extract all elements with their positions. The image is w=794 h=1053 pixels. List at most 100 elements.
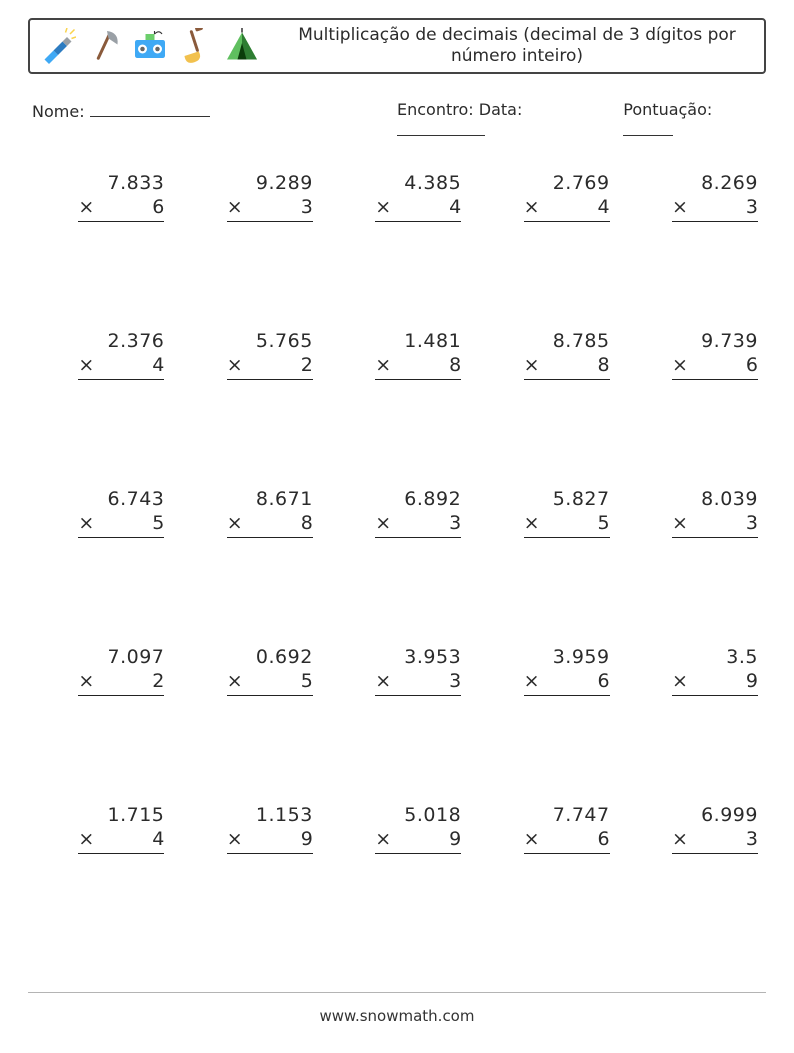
multiplicand: 7.833 xyxy=(78,172,164,194)
multiplier: 4 xyxy=(150,354,164,376)
problem-cell: 8.269×3 xyxy=(626,166,762,324)
multiplicand: 0.692 xyxy=(227,646,313,668)
multiplication-problem: 5.827×5 xyxy=(520,488,614,540)
problem-cell: 5.765×2 xyxy=(180,324,316,482)
problem-cell: 2.769×4 xyxy=(477,166,613,324)
multiplicand: 5.827 xyxy=(524,488,610,510)
multiplier-row: ×3 xyxy=(672,828,758,854)
multiplier: 2 xyxy=(150,670,164,692)
multiplier-row: ×6 xyxy=(672,354,758,380)
header-icon-row xyxy=(30,20,270,72)
multiplier-row: ×8 xyxy=(524,354,610,380)
meta-score: Pontuação: xyxy=(623,100,762,140)
problem-cell: 7.097×2 xyxy=(32,640,168,798)
multiplier: 8 xyxy=(596,354,610,376)
problem-cell: 3.5×9 xyxy=(626,640,762,798)
flashlight-icon xyxy=(40,28,76,64)
problem-cell: 8.785×8 xyxy=(477,324,613,482)
operator: × xyxy=(227,828,247,850)
multiplicand: 9.739 xyxy=(672,330,758,352)
multiplier: 4 xyxy=(150,828,164,850)
multiplicand: 7.097 xyxy=(78,646,164,668)
operator: × xyxy=(375,828,395,850)
multiplication-problem: 3.5×9 xyxy=(668,646,762,698)
multiplicand: 6.999 xyxy=(672,804,758,826)
multiplier: 6 xyxy=(744,354,758,376)
multiplier-row: ×5 xyxy=(524,512,610,538)
operator: × xyxy=(227,670,247,692)
multiplicand: 6.892 xyxy=(375,488,461,510)
multiplier: 5 xyxy=(596,512,610,534)
multiplication-problem: 6.892×3 xyxy=(371,488,465,540)
operator: × xyxy=(375,354,395,376)
problem-cell: 3.959×6 xyxy=(477,640,613,798)
problem-cell: 9.289×3 xyxy=(180,166,316,324)
multiplier: 9 xyxy=(447,828,461,850)
name-blank[interactable] xyxy=(90,100,210,117)
problem-cell: 5.018×9 xyxy=(329,798,465,956)
operator: × xyxy=(227,354,247,376)
multiplier-row: ×9 xyxy=(227,828,313,854)
operator: × xyxy=(78,512,98,534)
shovel-icon xyxy=(178,28,214,64)
boombox-icon xyxy=(132,28,168,64)
multiplier: 3 xyxy=(744,512,758,534)
multiplication-problem: 5.765×2 xyxy=(223,330,317,382)
multiplicand: 3.959 xyxy=(524,646,610,668)
operator: × xyxy=(375,670,395,692)
operator: × xyxy=(375,196,395,218)
multiplication-problem: 1.153×9 xyxy=(223,804,317,856)
problem-grid: 7.833×69.289×34.385×42.769×48.269×32.376… xyxy=(28,166,766,956)
meta-row: Nome: Encontro: Data: Pontuação: xyxy=(28,100,766,140)
multiplicand: 3.953 xyxy=(375,646,461,668)
problem-cell: 1.153×9 xyxy=(180,798,316,956)
operator: × xyxy=(78,196,98,218)
multiplicand: 7.747 xyxy=(524,804,610,826)
multiplication-problem: 8.269×3 xyxy=(668,172,762,224)
operator: × xyxy=(672,670,692,692)
multiplicand: 1.715 xyxy=(78,804,164,826)
operator: × xyxy=(524,512,544,534)
multiplier: 4 xyxy=(447,196,461,218)
multiplier: 9 xyxy=(299,828,313,850)
multiplication-problem: 1.715×4 xyxy=(74,804,168,856)
multiplication-problem: 3.953× 3 xyxy=(371,646,465,698)
multiplication-problem: 1.481×8 xyxy=(371,330,465,382)
problem-cell: 7.833×6 xyxy=(32,166,168,324)
date-blank[interactable] xyxy=(397,119,485,136)
multiplier-row: ×9 xyxy=(672,670,758,696)
multiplier-row: ×5 xyxy=(78,512,164,538)
problem-cell: 7.747× 6 xyxy=(477,798,613,956)
score-blank[interactable] xyxy=(623,119,673,136)
problem-cell: 8.039×3 xyxy=(626,482,762,640)
operator: × xyxy=(524,828,544,850)
multiplier: 3 xyxy=(447,670,461,692)
multiplier: 8 xyxy=(447,354,461,376)
multiplier-row: ×8 xyxy=(375,354,461,380)
multiplication-problem: 6.743×5 xyxy=(74,488,168,540)
multiplier: 5 xyxy=(150,512,164,534)
multiplicand: 9.289 xyxy=(227,172,313,194)
multiplier: 8 xyxy=(299,512,313,534)
multiplier-row: ×2 xyxy=(227,354,313,380)
operator: × xyxy=(227,196,247,218)
multiplication-problem: 7.747× 6 xyxy=(520,804,614,856)
multiplicand: 1.481 xyxy=(375,330,461,352)
multiplier-row: ×6 xyxy=(78,196,164,222)
multiplier-row: ×4 xyxy=(375,196,461,222)
problem-cell: 6.999×3 xyxy=(626,798,762,956)
problem-cell: 4.385×4 xyxy=(329,166,465,324)
multiplier: 6 xyxy=(596,828,610,850)
problem-cell: 3.953× 3 xyxy=(329,640,465,798)
encounter-label: Encontro: Data: xyxy=(397,100,522,119)
multiplication-problem: 9.289×3 xyxy=(223,172,317,224)
name-label: Nome: xyxy=(32,102,85,121)
multiplier-row: ×6 xyxy=(524,670,610,696)
multiplicand: 8.039 xyxy=(672,488,758,510)
multiplier: 3 xyxy=(447,512,461,534)
multiplier: 3 xyxy=(744,828,758,850)
problem-cell: 6.892×3 xyxy=(329,482,465,640)
multiplication-problem: 4.385×4 xyxy=(371,172,465,224)
multiplier: 3 xyxy=(744,196,758,218)
multiplicand: 8.269 xyxy=(672,172,758,194)
